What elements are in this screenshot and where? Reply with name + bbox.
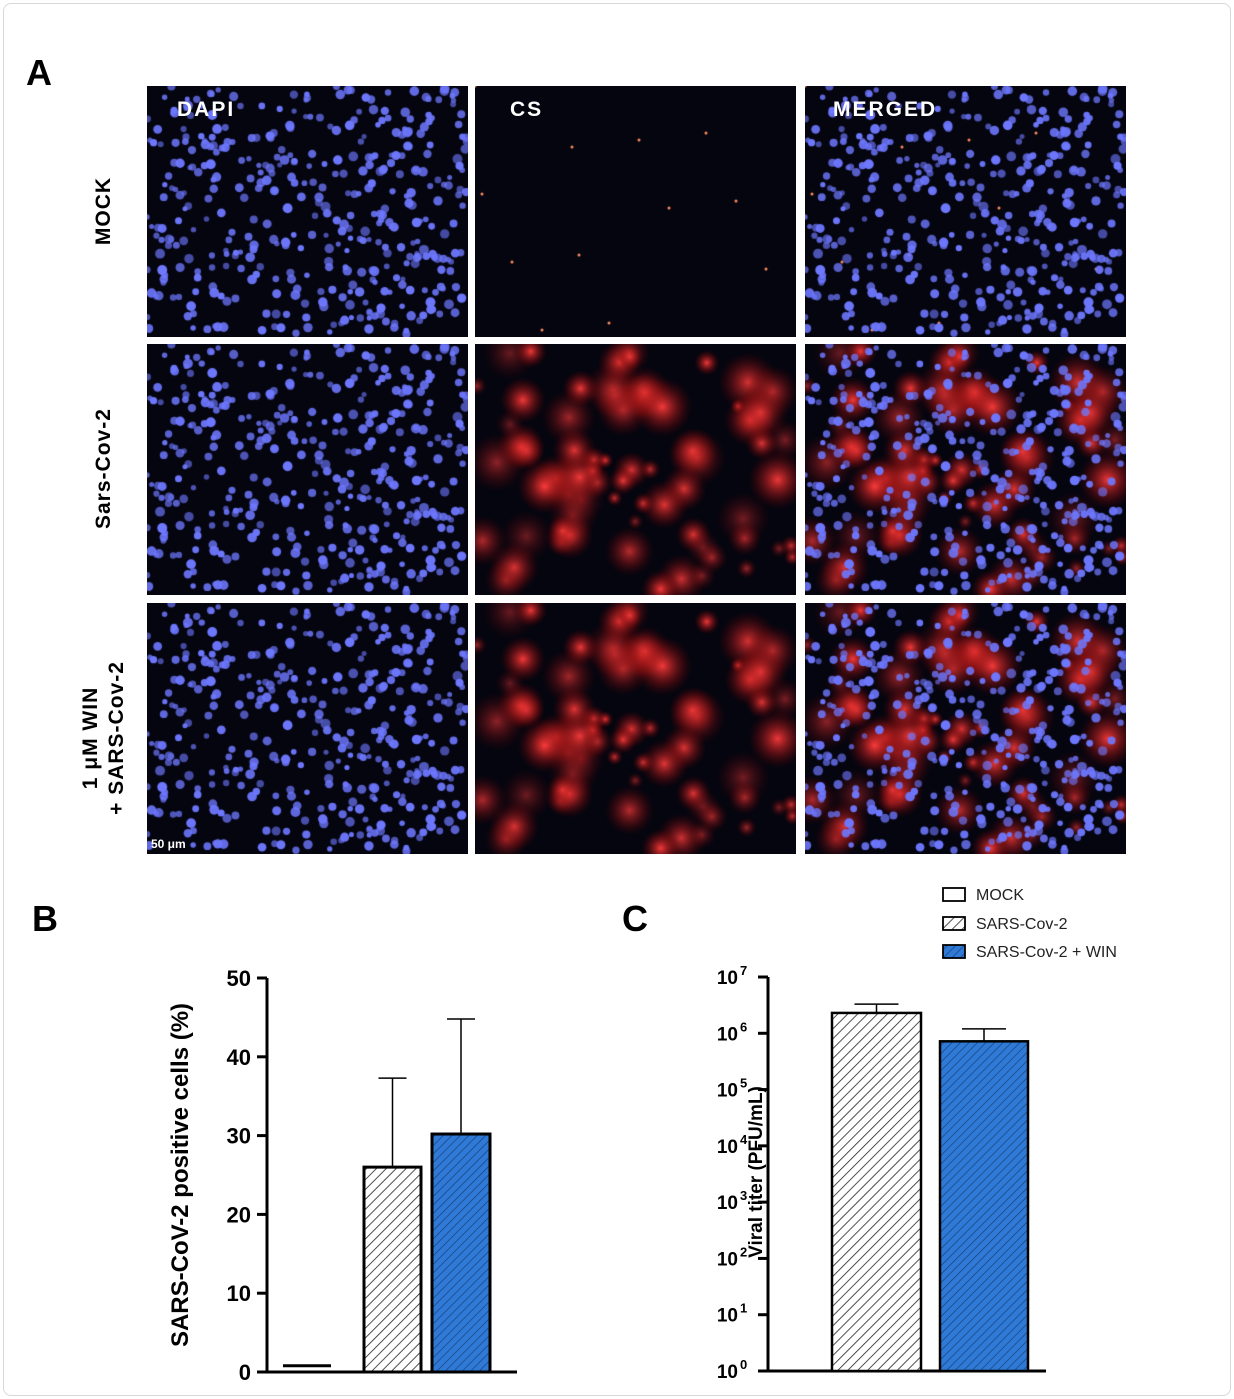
c-y-tick-label: 10	[717, 1024, 738, 1045]
c-y-tick-exponent: 7	[740, 963, 747, 978]
panel-label-c: C	[622, 898, 648, 939]
micrograph-merged	[805, 603, 1126, 854]
micrograph-cs	[475, 603, 796, 854]
micrograph-cs	[475, 344, 796, 595]
b-bar-1	[362, 1165, 423, 1374]
c-y-tick-exponent: 0	[740, 1357, 747, 1372]
panel-label-a: A	[26, 52, 52, 93]
c-y-tick-exponent: 4	[740, 1132, 748, 1147]
c-y-tick-exponent: 3	[740, 1188, 747, 1203]
scale-bar-label: 50 μm	[151, 837, 186, 851]
panel-label-b: B	[32, 898, 58, 939]
legend-swatch-2	[942, 944, 966, 959]
micrograph-cs: CS	[475, 86, 796, 337]
c-y-tick-exponent: 5	[740, 1076, 747, 1091]
micrograph-merged	[805, 344, 1126, 595]
c-y-tick-label: 10	[717, 1137, 738, 1158]
c-y-tick-exponent: 2	[740, 1244, 747, 1259]
b-y-tick-label: 0	[239, 1360, 251, 1385]
c-y-tick-label: 10	[717, 1362, 738, 1383]
b-y-axis-label: SARS-CoV-2 positive cells (%)	[167, 1003, 194, 1347]
legend-label-2: SARS-Cov-2 + WIN	[976, 944, 1117, 961]
c-y-tick-label: 10	[717, 968, 738, 989]
micrograph-dapi: DAPI	[147, 86, 468, 337]
c-y-tick-exponent: 6	[740, 1019, 747, 1034]
channel-label-2: MERGED	[833, 98, 938, 121]
c-bar-0	[830, 1011, 923, 1373]
b-y-tick-label: 40	[227, 1045, 251, 1070]
b-bar-2	[430, 1132, 492, 1374]
channel-label-1: CS	[510, 98, 544, 121]
micrograph-dapi	[147, 344, 468, 595]
c-bar-1	[938, 1040, 1030, 1373]
c-y-tick-label: 10	[717, 1193, 738, 1214]
b-y-tick-label: 50	[227, 966, 251, 991]
c-y-tick-exponent: 1	[740, 1301, 747, 1316]
c-y-tick-label: 10	[717, 1306, 738, 1327]
c-y-tick-label: 10	[717, 1081, 738, 1102]
legend-label-1: SARS-Cov-2	[976, 916, 1068, 933]
channel-label-0: DAPI	[177, 98, 236, 121]
micrograph-dapi: 50 μm	[147, 603, 468, 854]
c-y-axis-label: Viral titer (PFU/mL)	[746, 1086, 767, 1258]
b-y-tick-label: 30	[227, 1124, 251, 1149]
b-y-tick-label: 20	[227, 1202, 251, 1227]
legend-label-0: MOCK	[976, 887, 1024, 904]
legend-swatch-0	[942, 887, 966, 902]
c-y-tick-label: 10	[717, 1249, 738, 1270]
legend-swatch-1	[942, 916, 966, 931]
b-y-tick-label: 10	[227, 1281, 251, 1306]
figure-frame	[3, 3, 1231, 1396]
micrograph-merged: MERGED	[805, 86, 1126, 337]
